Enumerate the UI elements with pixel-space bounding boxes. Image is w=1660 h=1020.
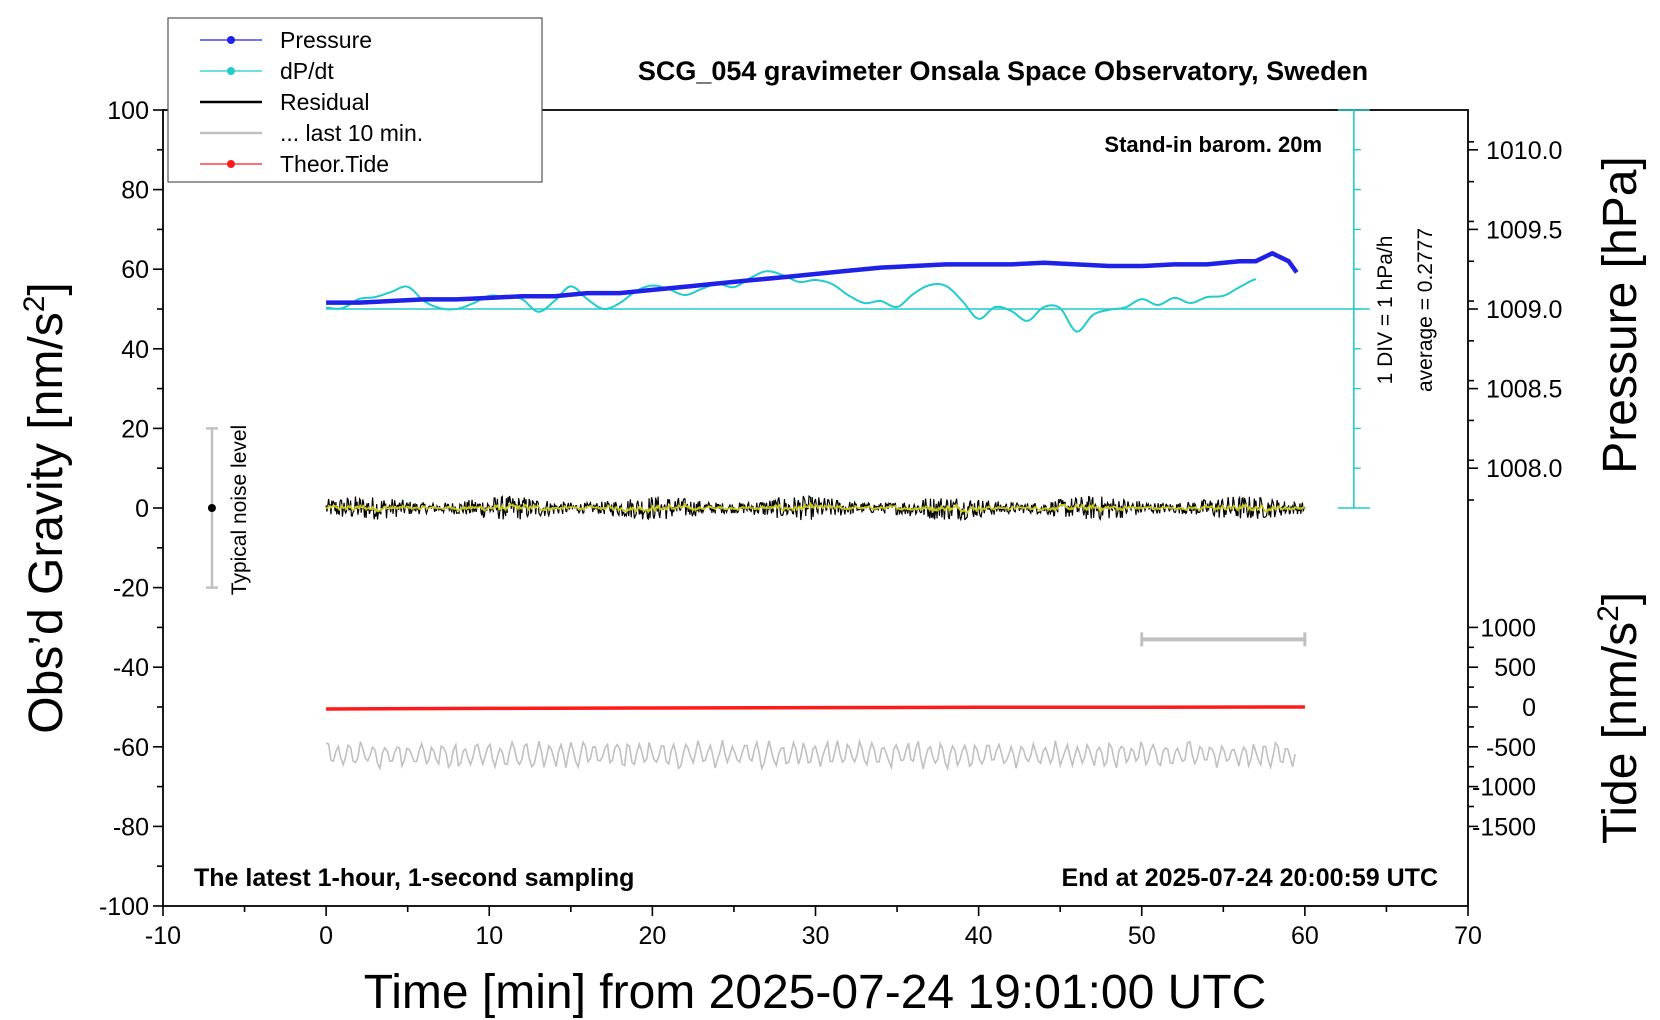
bottom-left-note: The latest 1-hour, 1-second sampling	[194, 864, 634, 892]
series-pressure	[326, 251, 1299, 305]
y-left-tick-label: -100	[99, 893, 149, 921]
x-tick-label: 60	[1291, 922, 1319, 950]
series-dpdt	[326, 270, 1257, 333]
pressure-tick-label: 1010.0	[1486, 137, 1562, 165]
tide-tick-label: -500	[1486, 734, 1536, 762]
chart-title: SCG_054 gravimeter Onsala Space Observat…	[638, 56, 1368, 86]
y-left-tick-label: 0	[135, 495, 149, 523]
legend-box	[167, 17, 543, 183]
legend-label: ... last 10 min.	[280, 120, 423, 146]
legend-label: Residual	[280, 89, 370, 115]
series-layer	[325, 251, 1370, 772]
pressure-tick-label: 1009.5	[1486, 216, 1562, 244]
tide-tick-label: -1000	[1472, 774, 1536, 802]
x-axis-label: Time [min] from 2025-07-24 19:01:00 UTC	[364, 966, 1267, 1019]
y-left-axis-ticks: 100 80 60 40 20 0 -20 -40 -60 -80 -100	[99, 97, 163, 921]
series-residual-smoothed	[325, 501, 1306, 514]
bottom-right-note: End at 2025-07-24 20:00:59 UTC	[1061, 864, 1438, 892]
noise-bar-center	[207, 504, 216, 512]
series-residual	[325, 494, 1306, 522]
tide-tick-label: 500	[1494, 654, 1536, 682]
tide-tick-label: 0	[1522, 694, 1536, 722]
legend-marker	[227, 36, 235, 44]
tide-tick-label: -1500	[1472, 813, 1536, 841]
div-label: 1 DIV = 1 hPa/h	[1374, 236, 1397, 385]
last-10-min-bar	[1140, 632, 1307, 647]
legend-label: dP/dt	[280, 58, 334, 84]
pressure-axis-ticks: 1010.0 1009.5 1009.0 1008.5 1008.0	[1468, 137, 1562, 501]
y-left-tick-label: 100	[107, 97, 149, 125]
tide-axis-label: Tide [nm/s2]	[1592, 592, 1647, 844]
x-tick-label: 0	[319, 922, 333, 950]
y-left-tick-label: -20	[113, 575, 149, 603]
x-tick-label: -10	[145, 922, 181, 950]
x-tick-label: 70	[1454, 922, 1482, 950]
x-tick-label: 10	[475, 922, 503, 950]
noise-level-bar	[205, 427, 218, 589]
y-left-axis-label-sup: 2	[18, 296, 51, 313]
legend-label: Pressure	[280, 27, 372, 53]
y-left-tick-label: 80	[121, 177, 149, 205]
y-left-axis-label: Obs’d Gravity [nm/s2]	[18, 282, 73, 733]
pressure-axis-label: Pressure [hPa]	[1594, 156, 1647, 473]
x-tick-label: 40	[965, 922, 993, 950]
y-left-tick-label: 40	[121, 336, 149, 364]
tide-axis-label-sup: 2	[1592, 605, 1625, 622]
legend: Pressure dP/dt Residual ... last 10 min. The…	[167, 17, 543, 183]
tide-tick-label: 1000	[1480, 614, 1536, 642]
series-theor-tide	[326, 705, 1305, 711]
y-left-tick-label: -60	[113, 734, 149, 762]
pressure-tick-label: 1008.5	[1486, 376, 1562, 404]
x-tick-label: 50	[1128, 922, 1156, 950]
average-label: average = 0.2777	[1414, 228, 1437, 392]
pressure-tick-label: 1009.0	[1486, 296, 1562, 324]
legend-marker	[227, 67, 235, 75]
y-left-tick-label: -80	[113, 813, 149, 841]
x-tick-label: 30	[802, 922, 830, 950]
noise-label: Typical noise level	[228, 425, 251, 595]
y-left-tick-label: -40	[113, 654, 149, 682]
series-last-10-min	[325, 738, 1296, 772]
x-axis-ticks: -10 0 10 20 30 40 50 60 70	[145, 906, 1482, 950]
stand-in-note: Stand-in barom. 20m	[1104, 132, 1322, 157]
y-left-tick-label: 20	[121, 415, 149, 443]
y-left-tick-label: 60	[121, 256, 149, 284]
tide-axis-ticks: 1000 500 0 -500 -1000 -1500	[1468, 614, 1536, 841]
pressure-tick-label: 1008.0	[1486, 455, 1562, 483]
legend-label: Theor.Tide	[280, 151, 389, 177]
x-tick-label: 20	[638, 922, 666, 950]
legend-marker	[227, 160, 235, 168]
